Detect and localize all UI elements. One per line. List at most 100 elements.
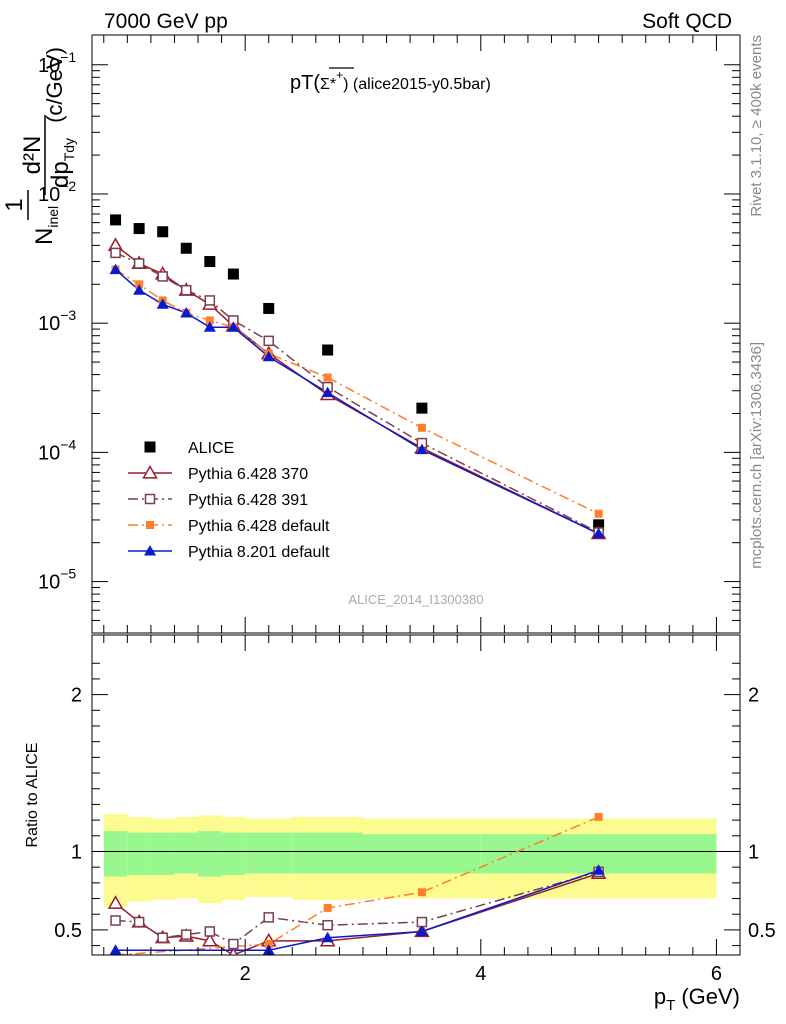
stat-band-6	[245, 832, 293, 874]
ratio-point-pythia-6-428-391-1	[133, 916, 145, 928]
x-tick-label: 2	[240, 963, 251, 985]
main-frame	[91, 34, 741, 634]
y-tick-exponent: −3	[60, 307, 76, 323]
ratio-y-tick-label: 1	[71, 841, 82, 863]
data-point-pythia-8-201-default-9	[592, 527, 605, 539]
data-point-pythia-6-428-391-3	[181, 284, 192, 296]
data-point-pythia-6-428-default-9	[594, 509, 603, 518]
y-tick-base: 10	[38, 572, 60, 594]
legend-marker-pythia-6-428-370	[142, 464, 158, 479]
data-point-pythia-8-201-default-4	[203, 321, 216, 332]
legend-label-pythia-6-428-391: Pythia 6.428 391	[188, 492, 308, 509]
legend-label-alice: ALICE	[188, 440, 234, 457]
data-point-alice-4	[204, 256, 216, 268]
data-point-pythia-8-201-default-5	[227, 321, 240, 332]
data-point-pythia-8-201-default-0	[109, 263, 122, 275]
ratio-point-pythia-8-201-default-3	[415, 925, 428, 936]
data-point-pythia-8-201-default-3	[180, 306, 193, 318]
data-point-pythia-8-201-default-2	[156, 298, 169, 309]
mcplots-label: mcplots.cern.ch [arXiv:1306.3436]	[748, 342, 765, 569]
ratio-point-pythia-6-428-370-4	[202, 932, 218, 947]
plot-title-charge: +	[336, 68, 343, 82]
main-y-ticks: 10−510−410−310−210−1	[38, 49, 740, 634]
ratio-point-pythia-6-428-370-5	[228, 946, 238, 955]
data-point-pythia-6-428-default-8	[417, 423, 426, 432]
header-left-label: 7000 GeV pp	[104, 10, 228, 33]
stat-band-7	[292, 832, 363, 874]
plot-title: pT(Σ*+) (alice2015-y0.5bar)	[290, 68, 491, 94]
legend-label-pythia-6-428-default: Pythia 6.428 default	[188, 518, 330, 535]
plot-title-main: pT(	[290, 72, 320, 94]
y-tick-exponent: −1	[60, 49, 76, 65]
y-label-inel: inel	[45, 206, 61, 228]
data-point-alice-6	[263, 302, 275, 314]
y-label-N: Ninel	[31, 206, 61, 245]
data-point-alice-1	[133, 223, 145, 235]
legend-marker-pythia-6-428-391	[144, 493, 156, 505]
x-tick-label: 4	[475, 963, 486, 985]
x-axis-label: pT (GeV)	[654, 984, 740, 1014]
y-label-d2N: d²N	[19, 136, 46, 175]
ratio-point-pythia-6-428-391-4	[204, 926, 216, 937]
ratio-y-tick-label-right: 0.5	[748, 920, 776, 942]
ratio-point-pythia-6-428-default-3	[417, 888, 426, 897]
ratio-series-markers	[107, 812, 607, 955]
ratio-point-pythia-8-201-default-0	[109, 944, 122, 955]
y-tick-label: 10−1	[38, 49, 76, 77]
x-label-T: T	[666, 997, 675, 1014]
ratio-panel: 0.5 0.5 1 1 2 2 2 4 6 Ratio to ALICE pT (GeV)	[24, 634, 776, 1014]
stat-band-2	[150, 832, 175, 875]
legend-item-pythia-6-428-default: Pythia 6.428 default	[128, 518, 330, 535]
ratio-point-pythia-6-428-default-1	[264, 940, 273, 949]
ratio-point-pythia-6-428-391-5	[228, 938, 239, 950]
y-tick-label: 10−3	[38, 307, 76, 335]
data-point-alice-9	[593, 519, 605, 531]
data-point-alice-3	[180, 242, 192, 254]
y-label-N-text: N	[31, 228, 58, 245]
y-tick-label: 10−5	[38, 566, 76, 594]
data-point-pythia-6-428-391-1	[133, 258, 145, 269]
ratio-y-axis-label: Ratio to ALICE	[24, 743, 41, 848]
legend-label-pythia-8-201-default: Pythia 8.201 default	[188, 544, 330, 561]
legend-item-alice: ALICE	[144, 440, 234, 457]
y-label-dp-text: dp	[47, 161, 74, 188]
data-point-alice-0	[110, 214, 122, 226]
data-point-pythia-8-201-default-8	[415, 443, 428, 455]
data-point-pythia-8-201-default-6	[262, 350, 275, 362]
stat-band-5	[221, 832, 246, 875]
ratio-point-pythia-6-428-391-6	[263, 912, 274, 923]
ratio-point-pythia-8-201-default-4	[592, 864, 605, 875]
x-tick-label: 6	[711, 963, 722, 985]
stat-band-8	[362, 834, 481, 874]
data-point-pythia-8-201-default-7	[321, 386, 334, 398]
ratio-point-pythia-6-428-391-2	[157, 932, 168, 943]
stat-band-3	[174, 832, 199, 874]
y-tick-exponent: −5	[60, 566, 76, 582]
rivet-label: Rivet 3.1.10, ≥ 400k events	[748, 35, 765, 217]
y-tick-base: 10	[38, 55, 60, 77]
data-point-pythia-6-428-391-2	[157, 271, 168, 282]
x-label-units: (GeV)	[681, 984, 740, 1009]
main-x-ticks	[103, 35, 717, 633]
ratio-point-pythia-6-428-391-3	[181, 929, 192, 940]
data-point-pythia-6-428-default-7	[323, 373, 332, 382]
series-line-pythia-8-201-default	[115, 268, 599, 535]
ratio-y-tick-label: 2	[71, 685, 82, 707]
legend-label-pythia-6-428-370: Pythia 6.428 370	[188, 466, 308, 483]
legend-item-pythia-6-428-370: Pythia 6.428 370	[128, 464, 308, 483]
ratio-frame	[91, 634, 741, 956]
y-label-Tdy: Tdy	[61, 138, 77, 161]
ratio-x-ticks: 2 4 6	[103, 635, 722, 985]
series-line-pythia-6-428-391	[115, 252, 599, 534]
ratio-y-ticks: 0.5 0.5 1 1 2 2	[54, 662, 776, 947]
ratio-y-tick-label-right: 1	[748, 841, 759, 863]
stat-band-4	[198, 831, 222, 877]
y-label-dp: dpTdy	[47, 138, 77, 188]
y-tick-base: 10	[38, 313, 60, 335]
data-point-alice-5	[227, 268, 239, 280]
y-tick-label: 10−2	[38, 178, 76, 206]
data-point-pythia-8-201-default-1	[133, 284, 146, 295]
ratio-point-pythia-6-428-391-8	[416, 916, 428, 928]
data-point-pythia-6-428-default-4	[205, 316, 214, 325]
